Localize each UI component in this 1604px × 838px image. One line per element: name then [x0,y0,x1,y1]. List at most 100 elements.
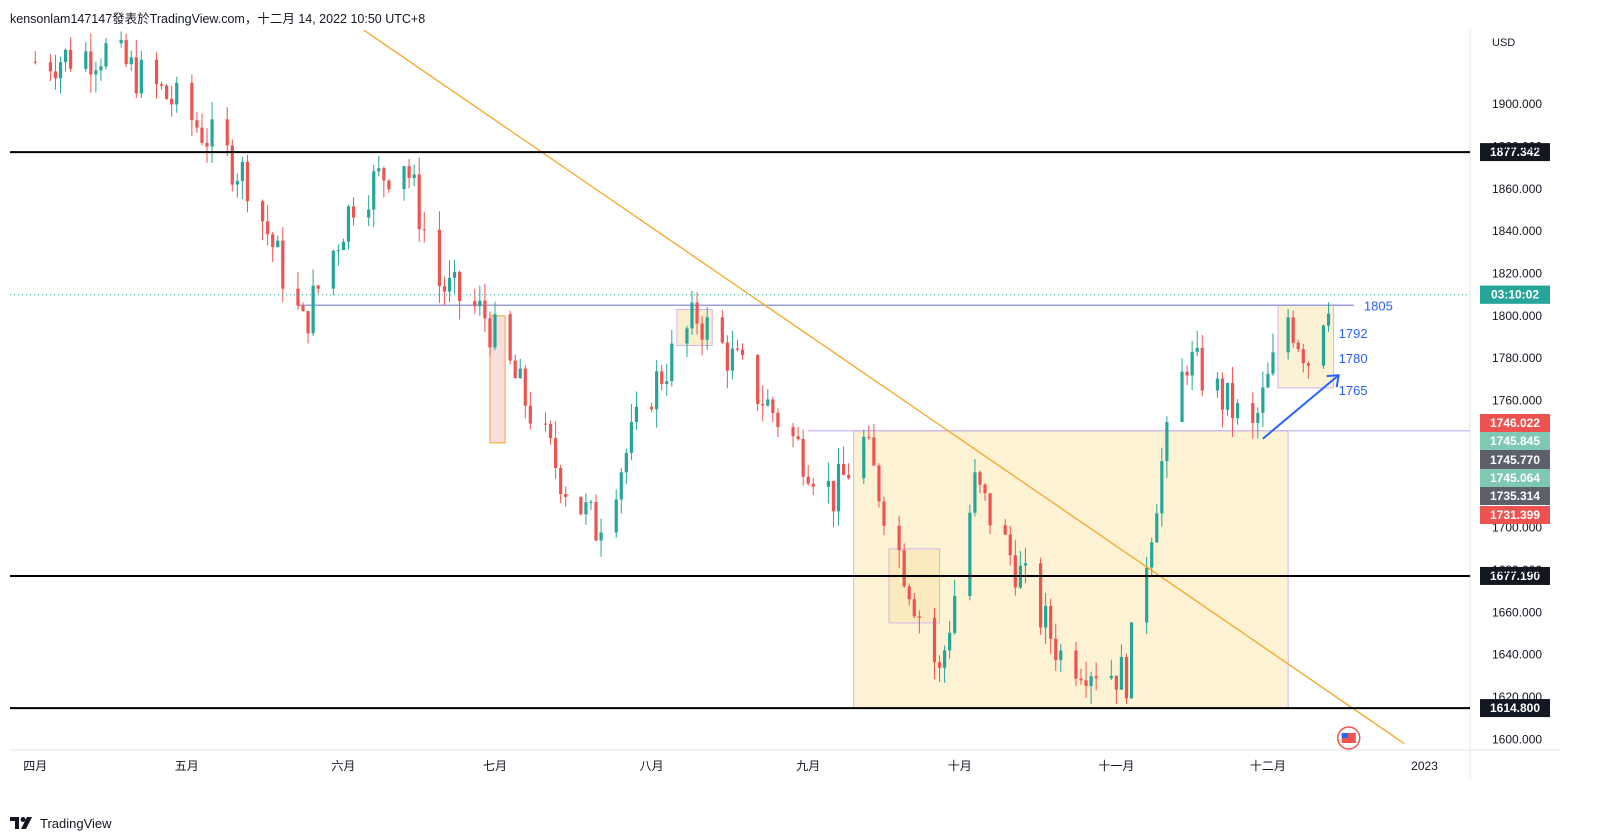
level-label: 1805 [1364,298,1393,313]
candle [351,197,356,226]
candle [452,259,457,294]
candlestick-series [33,31,1331,705]
candle [725,335,729,389]
candle [1291,310,1295,348]
price-tag-bg-stack [1480,451,1550,469]
y-tick-label: 1900.000 [1492,97,1542,111]
candle [1109,659,1113,681]
candle [917,610,921,634]
price-tag-bg [1480,143,1550,162]
candle [720,309,724,345]
candle [53,54,58,90]
candle [417,157,421,242]
candle [841,446,846,476]
candle [660,364,664,391]
candle [932,607,937,680]
candle [412,164,416,187]
candle [518,358,522,379]
candle [165,83,169,100]
candle [316,284,320,294]
candle [862,429,866,484]
candle [346,204,351,250]
candle [1225,382,1230,416]
y-tick-label: 1640.000 [1492,648,1542,662]
candle [665,363,669,396]
x-tick-label: 四月 [23,759,47,773]
chart-header: kensonlam147147發表於TradingView.com，十二月 14… [10,12,426,26]
trendline [363,30,1405,745]
candle [836,447,841,526]
x-tick-label: 八月 [640,759,664,773]
y-tick-label: 1840.000 [1492,224,1542,238]
x-tick-label: 五月 [175,759,199,773]
candle [245,155,250,213]
candle [104,37,108,70]
candle [1124,653,1129,704]
candle [907,583,911,606]
candle [1089,671,1093,705]
candle [695,292,699,335]
candle [367,195,371,227]
candle [801,429,805,486]
candle [341,238,346,251]
x-tick-label: 九月 [796,759,820,773]
candle [589,499,593,510]
candle [968,504,972,601]
x-tick-label: 十二月 [1250,759,1286,773]
price-tag-bg-stack [1480,285,1550,304]
candle [483,283,487,333]
x-tick-label: 六月 [331,759,355,773]
candle [1321,324,1326,369]
candle [266,204,270,246]
candle [493,301,497,351]
y-tick-label: 1620.000 [1492,690,1542,704]
candle [387,179,391,193]
y-tick-label: 1760.000 [1492,394,1542,408]
candle [402,165,406,201]
price-tag-label: 1731.399 [1490,508,1540,522]
candle [1013,540,1017,596]
level-label: 1765 [1339,383,1368,398]
candle [1256,407,1260,439]
y-tick-label: 1660.000 [1492,605,1542,619]
x-tick-label: 七月 [483,759,507,773]
price-chart[interactable]: 1805 1792 1780 1765 1877.342 1677.190 1614.80… [10,30,1562,778]
chart-frame[interactable]: 1805 1792 1780 1765 1877.342 1677.190 1614.80… [10,30,1562,778]
candle [599,518,603,557]
up-arrow-icon [1262,374,1340,440]
candle [1084,661,1088,698]
candle [1023,548,1028,584]
candle [740,343,745,360]
candle [447,260,452,302]
candle [756,353,760,411]
candle [579,496,583,516]
candle [1220,372,1225,428]
candle [766,389,770,407]
candle [124,33,128,68]
y-tick-label: 1860.000 [1492,182,1542,196]
candle [796,426,800,441]
candle [937,655,942,682]
price-tag-label: 1746.022 [1490,416,1540,430]
candle [988,493,992,534]
candle [478,285,482,316]
candle [831,480,836,528]
candle [377,155,381,177]
candle [1251,392,1255,439]
candle [170,85,174,117]
candle [1003,519,1007,536]
price-tag-bg-stack [1480,469,1550,487]
tradingview-logo-icon [10,817,32,829]
candle [422,211,426,243]
candle [983,483,987,501]
candle [240,156,244,200]
candle [473,288,477,314]
candle [235,173,239,198]
price-tag-label: 03:10:02 [1491,288,1539,302]
y-tick-label: 1600.000 [1492,732,1542,746]
candle [1114,675,1118,704]
candle [89,33,93,93]
candle [564,486,568,507]
candle [99,58,103,81]
price-tag-bg-stack [1480,506,1550,524]
